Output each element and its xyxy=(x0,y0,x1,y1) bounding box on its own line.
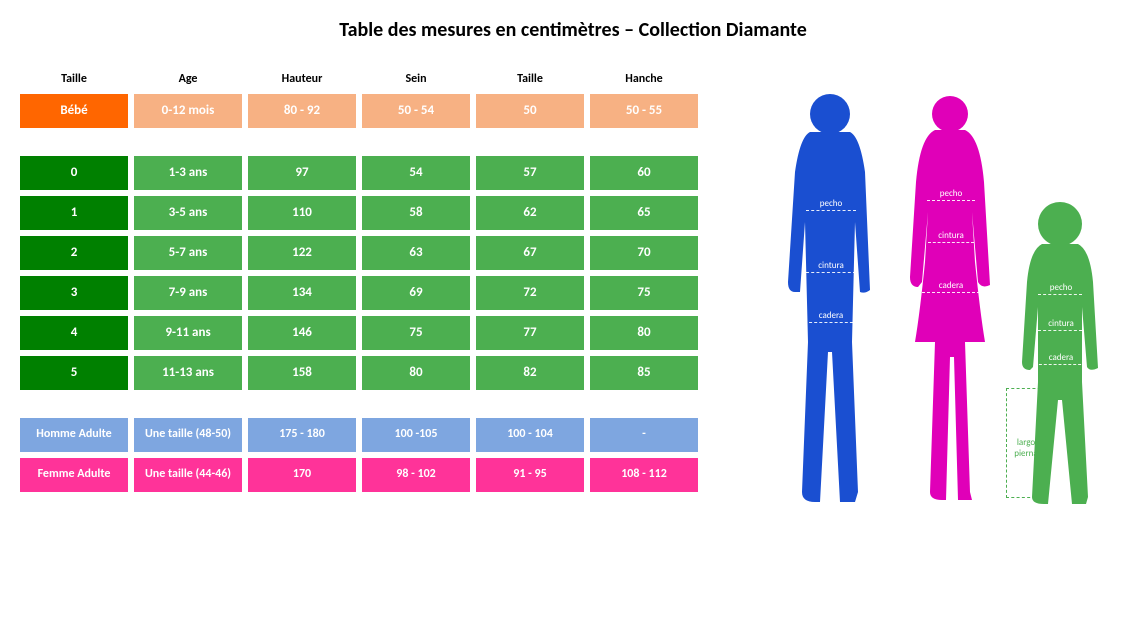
cell: 62 xyxy=(476,196,584,230)
table-row: 01-3 ans97545760 xyxy=(20,156,720,190)
label-cadera: cadera xyxy=(806,310,856,321)
cell: 80 xyxy=(590,316,698,350)
cell: 67 xyxy=(476,236,584,270)
cell: 158 xyxy=(248,356,356,390)
header-taille2: Taille xyxy=(476,72,584,90)
cell: 100 -105 xyxy=(362,418,470,452)
page-title: Table des mesures en centimètres – Colle… xyxy=(0,0,1146,42)
label-pecho: pecho xyxy=(926,188,976,199)
cell-baby-age: 0-12 mois xyxy=(134,94,242,128)
cell: Femme Adulte xyxy=(20,458,128,492)
size-table: Taille Age Hauteur Sein Taille Hanche Bé… xyxy=(20,72,720,552)
man-silhouette xyxy=(788,94,870,502)
label-cintura: cintura xyxy=(806,260,856,271)
cell: Une taille (48-50) xyxy=(134,418,242,452)
cell: 110 xyxy=(248,196,356,230)
measure-line xyxy=(1034,364,1086,365)
measure-line xyxy=(1038,330,1082,331)
cell: 9-11 ans xyxy=(134,316,242,350)
measure-line xyxy=(806,210,856,211)
table-row: 25-7 ans122636770 xyxy=(20,236,720,270)
table-row: 511-13 ans158808285 xyxy=(20,356,720,390)
cell: 72 xyxy=(476,276,584,310)
cell: 11-13 ans xyxy=(134,356,242,390)
table-row: 37-9 ans134697275 xyxy=(20,276,720,310)
cell: 97 xyxy=(248,156,356,190)
measure-line xyxy=(927,200,975,201)
woman-silhouette xyxy=(910,96,990,500)
measure-line xyxy=(928,242,974,243)
header-taille: Taille xyxy=(20,72,128,90)
cell: 75 xyxy=(362,316,470,350)
measure-line xyxy=(1038,294,1082,295)
child-rows-container: 01-3 ans9754576013-5 ans11058626525-7 an… xyxy=(20,156,720,390)
cell: 58 xyxy=(362,196,470,230)
cell: 80 xyxy=(362,356,470,390)
cell: 65 xyxy=(590,196,698,230)
cell: 2 xyxy=(20,236,128,270)
cell: Homme Adulte xyxy=(20,418,128,452)
cell: 122 xyxy=(248,236,356,270)
cell: 70 xyxy=(590,236,698,270)
table-row: Femme AdulteUne taille (44-46)17098 - 10… xyxy=(20,458,720,492)
table-row-baby: Bébé 0-12 mois 80 - 92 50 - 54 50 50 - 5… xyxy=(20,94,720,128)
adult-rows-container: Homme AdulteUne taille (48-50)175 - 1801… xyxy=(20,418,720,492)
cell: 108 - 112 xyxy=(590,458,698,492)
label-cadera: cadera xyxy=(926,280,976,291)
measure-line xyxy=(806,272,856,273)
table-row: 13-5 ans110586265 xyxy=(20,196,720,230)
cell: 3-5 ans xyxy=(134,196,242,230)
header-hanche: Hanche xyxy=(590,72,698,90)
cell: 91 - 95 xyxy=(476,458,584,492)
table-row: 49-11 ans146757780 xyxy=(20,316,720,350)
cell: 0 xyxy=(20,156,128,190)
cell: 100 - 104 xyxy=(476,418,584,452)
cell-baby-taille2: 50 xyxy=(476,94,584,128)
cell: 57 xyxy=(476,156,584,190)
cell: 85 xyxy=(590,356,698,390)
measure-line xyxy=(922,292,980,293)
cell-baby-hanche: 50 - 55 xyxy=(590,94,698,128)
cell: 7-9 ans xyxy=(134,276,242,310)
cell: 63 xyxy=(362,236,470,270)
label-largo-pierna: largo pierna xyxy=(1006,388,1046,498)
cell: 5-7 ans xyxy=(134,236,242,270)
cell: 4 xyxy=(20,316,128,350)
cell: 54 xyxy=(362,156,470,190)
cell: Une taille (44-46) xyxy=(134,458,242,492)
cell-baby-taille: Bébé xyxy=(20,94,128,128)
cell: 69 xyxy=(362,276,470,310)
cell: 146 xyxy=(248,316,356,350)
cell: 77 xyxy=(476,316,584,350)
label-pecho: pecho xyxy=(806,198,856,209)
cell: 1 xyxy=(20,196,128,230)
header-hauteur: Hauteur xyxy=(248,72,356,90)
table-row: Homme AdulteUne taille (48-50)175 - 1801… xyxy=(20,418,720,452)
header-age: Age xyxy=(134,72,242,90)
cell: 98 - 102 xyxy=(362,458,470,492)
content-wrap: Taille Age Hauteur Sein Taille Hanche Bé… xyxy=(0,42,1146,552)
label-cintura: cintura xyxy=(1036,318,1086,329)
body-figures: pecho cintura cadera pecho cintura cader… xyxy=(760,72,1120,552)
cell: 5 xyxy=(20,356,128,390)
cell: 134 xyxy=(248,276,356,310)
header-sein: Sein xyxy=(362,72,470,90)
label-pecho: pecho xyxy=(1036,282,1086,293)
cell: 82 xyxy=(476,356,584,390)
cell: 170 xyxy=(248,458,356,492)
label-cadera: cadera xyxy=(1036,352,1086,363)
section-gap xyxy=(20,396,720,418)
cell-baby-sein: 50 - 54 xyxy=(362,94,470,128)
cell: 75 xyxy=(590,276,698,310)
column-headers: Taille Age Hauteur Sein Taille Hanche xyxy=(20,72,720,90)
label-cintura: cintura xyxy=(926,230,976,241)
section-gap xyxy=(20,134,720,156)
cell: 1-3 ans xyxy=(134,156,242,190)
cell: 175 - 180 xyxy=(248,418,356,452)
measure-line xyxy=(804,322,858,323)
cell: 3 xyxy=(20,276,128,310)
cell-baby-hauteur: 80 - 92 xyxy=(248,94,356,128)
cell: - xyxy=(590,418,698,452)
cell: 60 xyxy=(590,156,698,190)
